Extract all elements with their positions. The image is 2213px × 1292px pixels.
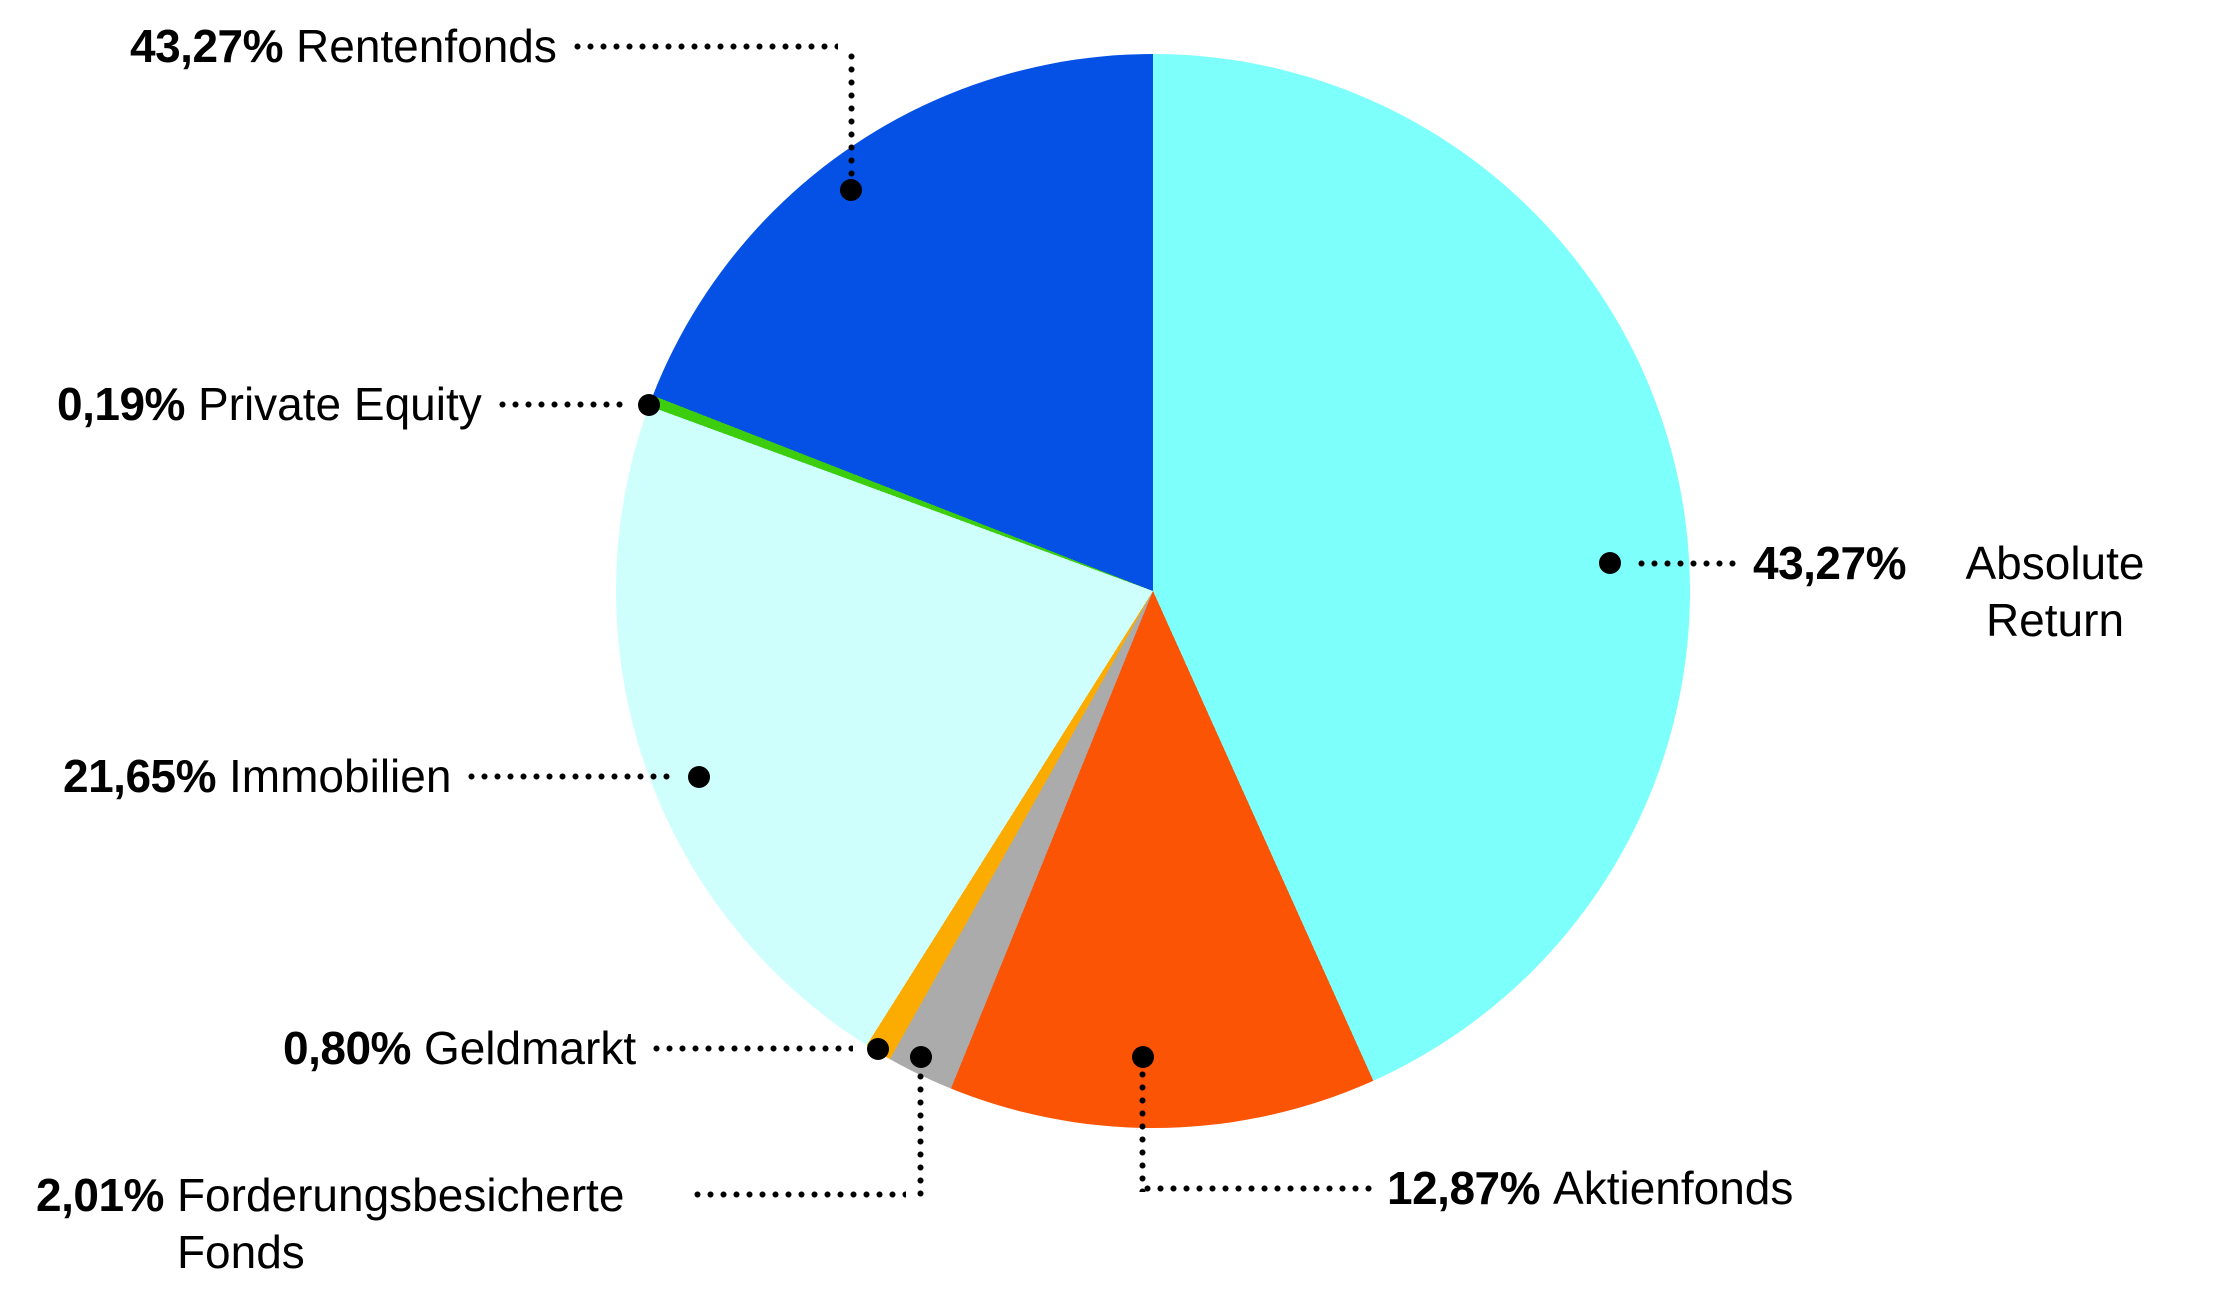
- rentenfonds-name: Rentenfonds: [296, 20, 557, 72]
- forderungsbesicherte-percent: 2,01%: [36, 1169, 164, 1221]
- absolute-return-name: Absolute Return: [1965, 537, 2145, 646]
- geldmarkt-anchor-dot: [867, 1037, 889, 1060]
- forderungsbesicherte-leader-line: [690, 1191, 906, 1198]
- aktienfonds-name: Aktienfonds: [1553, 1162, 1794, 1214]
- geldmarkt-name: Geldmarkt: [423, 1022, 637, 1074]
- forderungsbesicherte-leader-line-vertical: [917, 1070, 924, 1198]
- label-rentenfonds: 43,27% Rentenfonds: [130, 18, 852, 75]
- private-equity-anchor-dot: [638, 393, 660, 416]
- immobilien-leader-line: [465, 773, 674, 780]
- rentenfonds-percent: 43,27%: [130, 20, 284, 72]
- absolute-return-percent: 43,27%: [1752, 537, 1907, 589]
- rentenfonds-leader-line: [570, 43, 838, 50]
- label-geldmarkt: 0,80% Geldmarkt: [283, 1020, 889, 1077]
- rentenfonds-leader-line-vertical: [848, 50, 855, 181]
- geldmarkt-leader-line: [650, 1045, 853, 1052]
- geldmarkt-percent: 0,80%: [283, 1022, 411, 1074]
- label-immobilien: 21,65% Immobilien: [63, 748, 710, 805]
- label-private-equity: 0,19% Private Equity: [57, 376, 660, 433]
- label-forderungsbesicherte-fonds: 2,01% Forderungsbesicherte Fonds: [36, 1167, 920, 1281]
- label-absolute-return: 43,27% Absolute Return: [1599, 535, 2191, 649]
- private-equity-name: Private Equity: [197, 378, 482, 430]
- aktienfonds-leader-line-vertical: [1139, 1068, 1146, 1192]
- absolute-return-leader-line: [1635, 560, 1739, 567]
- aktienfonds-anchor-dot: [1132, 1046, 1154, 1068]
- forderungsbesicherte-name: Forderungsbesicherte Fonds: [176, 1169, 625, 1278]
- immobilien-name: Immobilien: [229, 750, 452, 802]
- aktienfonds-leader-line: [1141, 1185, 1373, 1192]
- pie-chart: [616, 54, 1690, 1128]
- forderungsbesicherte-anchor-dot: [910, 1046, 932, 1068]
- aktienfonds-percent: 12,87%: [1387, 1162, 1541, 1214]
- label-aktienfonds: 12,87% Aktienfonds: [1141, 1160, 1866, 1217]
- absolute-return-anchor-dot: [1599, 552, 1621, 574]
- private-equity-leader-line: [495, 401, 624, 408]
- immobilien-percent: 21,65%: [63, 750, 217, 802]
- private-equity-percent: 0,19%: [57, 378, 185, 430]
- rentenfonds-anchor-dot: [840, 179, 862, 201]
- immobilien-anchor-dot: [688, 765, 710, 788]
